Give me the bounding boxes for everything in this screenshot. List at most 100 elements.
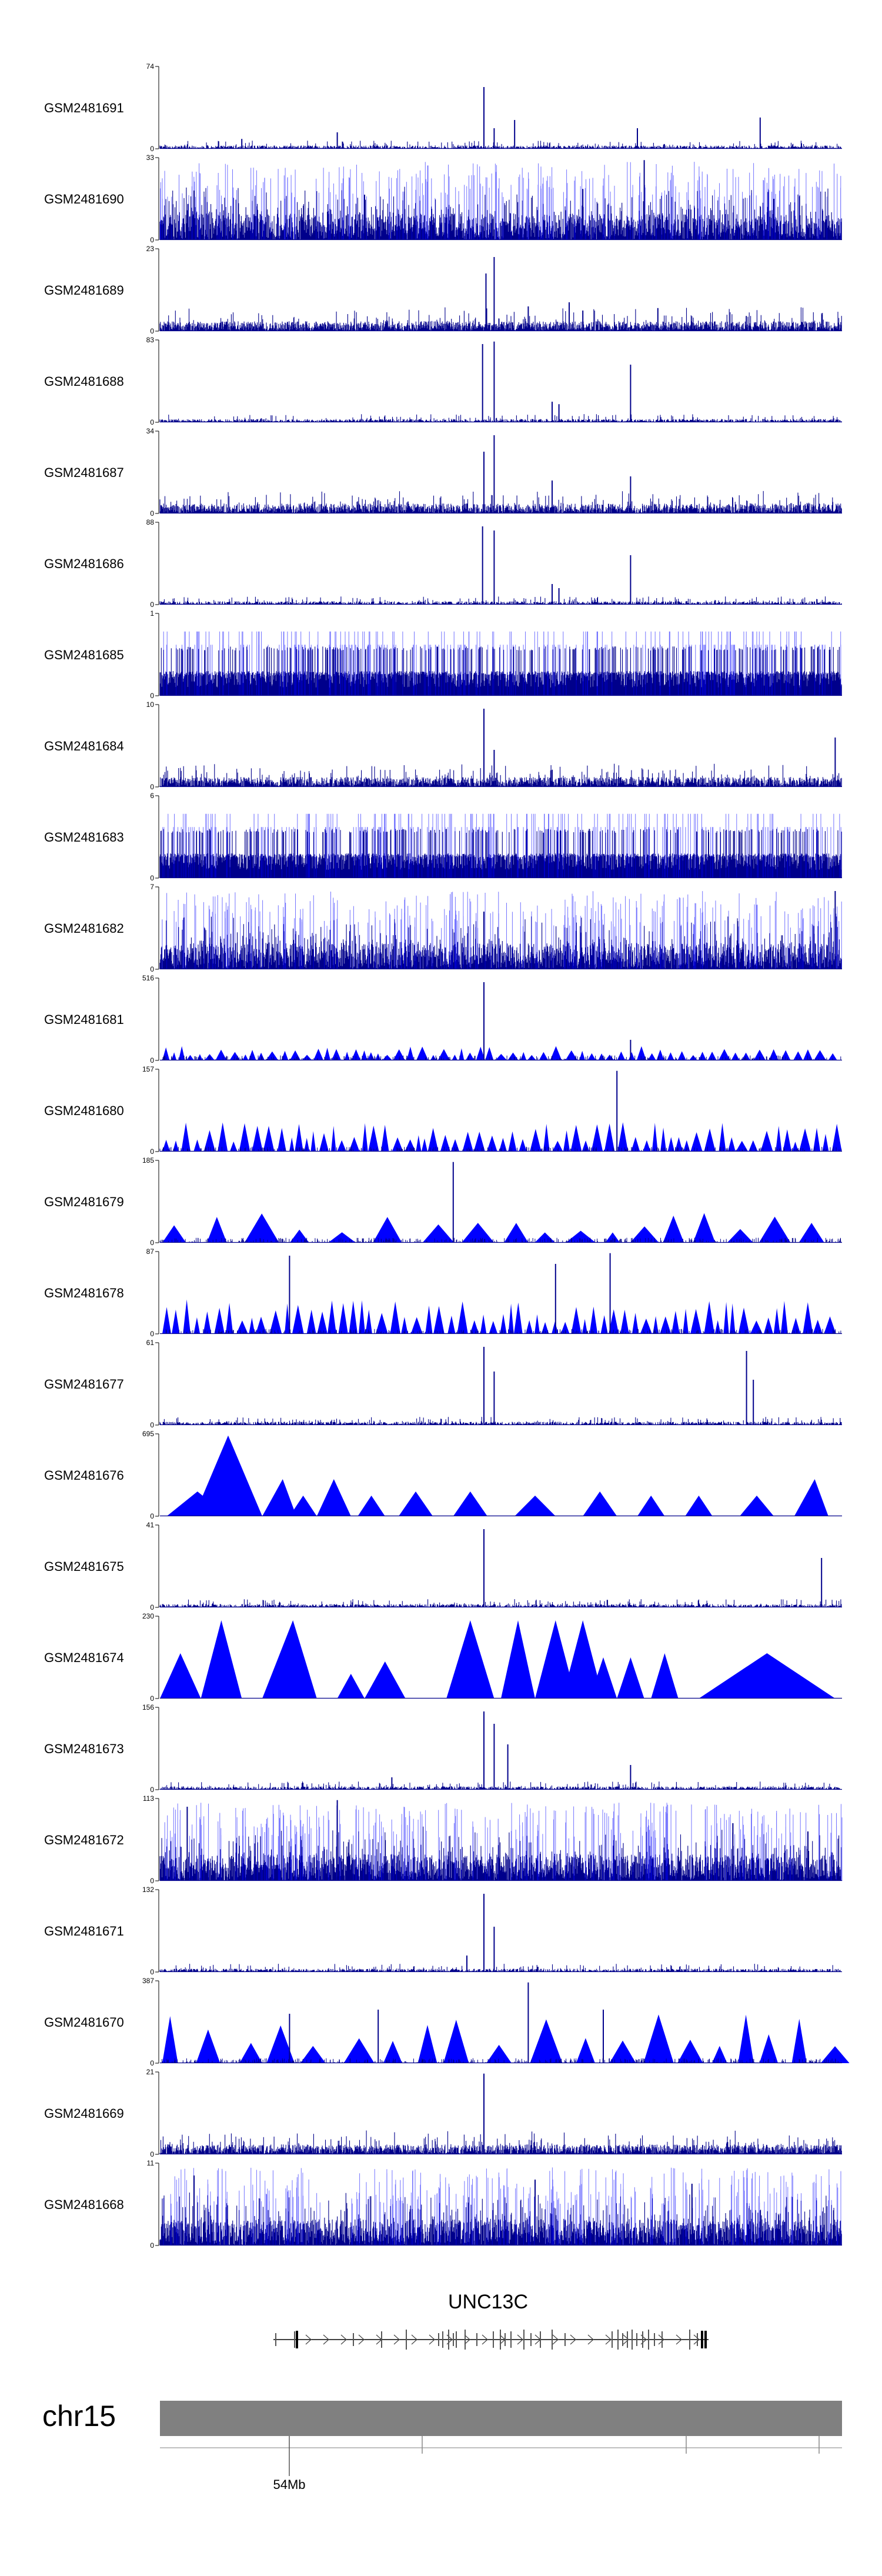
gene-exon — [294, 2331, 295, 2348]
track-GSM2481672: GSM2481672 113 0 — [44, 1794, 843, 1885]
track-GSM2481675: GSM2481675 41 0 — [44, 1521, 842, 1611]
coverage-signal — [159, 1417, 842, 1425]
coverage-triangle — [699, 1653, 836, 1699]
strand-arrow — [517, 2334, 523, 2345]
strand-arrow — [482, 2334, 488, 2345]
coverage-spikes — [163, 631, 841, 696]
y-axis-max-label: 23 — [146, 245, 155, 253]
coverage-triangle — [501, 1620, 535, 1699]
y-axis-max-label: 156 — [142, 1703, 154, 1711]
strand-arrow — [340, 2334, 347, 2345]
track-GSM2481683: GSM2481683 6 0 — [44, 792, 842, 882]
gene-exon — [476, 2333, 477, 2346]
coverage-signal — [159, 414, 842, 422]
gene-exon — [642, 2331, 643, 2348]
strand-arrow — [429, 2334, 435, 2345]
coverage-signal — [159, 1964, 842, 1972]
gene-exon — [453, 2333, 454, 2346]
coverage-signal — [162, 1213, 824, 1243]
strand-arrow — [411, 2334, 417, 2345]
track-label: GSM2481676 — [44, 1468, 124, 1483]
strand-arrow — [658, 2334, 664, 2345]
y-axis-min-label: 0 — [150, 783, 154, 791]
track-label: GSM2481673 — [44, 1741, 124, 1756]
coverage-signal — [159, 490, 842, 513]
coverage-signal — [159, 596, 842, 605]
track-GSM2481685: GSM2481685 1 0 — [44, 609, 842, 700]
coverage-spikes — [162, 891, 842, 969]
y-axis-min-label: 0 — [150, 1147, 154, 1156]
y-axis-max-label: 132 — [142, 1886, 154, 1894]
coverage-triangle — [740, 1496, 774, 1516]
y-axis-max-label: 516 — [142, 974, 154, 982]
axis-tick-label: 54Mb — [273, 2477, 305, 2492]
gene-exon — [632, 2330, 633, 2350]
y-axis-max-label: 230 — [142, 1612, 154, 1620]
track-label: GSM2481684 — [44, 739, 124, 753]
track-GSM2481682: GSM2481682 7 0 — [44, 883, 842, 973]
track-GSM2481691: GSM2481691 74 0 — [44, 62, 842, 153]
track-GSM2481670: GSM2481670 387 0 — [44, 1977, 850, 2067]
y-axis-min-label: 0 — [150, 965, 154, 973]
coverage-spikes — [164, 1803, 843, 1881]
y-axis-max-label: 7 — [150, 883, 154, 891]
y-axis-min-label: 0 — [150, 600, 154, 609]
gene-exon — [406, 2330, 407, 2350]
gene-exon — [523, 2330, 524, 2350]
gene-label: UNC13C — [448, 2291, 528, 2313]
y-axis-max-label: 87 — [146, 1247, 155, 1256]
track-label: GSM2481681 — [44, 1012, 124, 1027]
gene-exon — [381, 2331, 382, 2348]
y-axis-min-label: 0 — [150, 1877, 154, 1885]
track-label: GSM2481687 — [44, 465, 124, 480]
track-label: GSM2481678 — [44, 1286, 124, 1300]
strand-arrow — [305, 2334, 312, 2345]
track-GSM2481676: GSM2481676 695 0 — [44, 1430, 842, 1520]
gene-structure — [273, 2330, 709, 2350]
track-label: GSM2481674 — [44, 1650, 124, 1665]
coverage-triangle — [358, 1496, 385, 1516]
coverage-triangle — [562, 1620, 603, 1699]
y-axis-min-label: 0 — [150, 2241, 154, 2250]
track-GSM2481679: GSM2481679 185 0 — [44, 1156, 842, 1247]
track-GSM2481677: GSM2481677 61 0 — [44, 1339, 842, 1429]
gene-exon — [510, 2331, 512, 2348]
y-axis-max-label: 1 — [150, 609, 154, 618]
y-axis-min-label: 0 — [150, 874, 154, 882]
coverage-triangle — [262, 1479, 296, 1516]
coverage-tracks: GSM2481691740GSM2481690330GSM2481689230G… — [44, 62, 850, 2250]
coverage-signal — [162, 1122, 842, 1152]
y-axis-max-label: 157 — [142, 1065, 154, 1073]
strand-arrow — [464, 2334, 470, 2345]
coverage-triangle — [617, 1657, 644, 1699]
coverage-spikes — [163, 2167, 841, 2245]
gene-exon — [689, 2330, 690, 2350]
y-axis-max-label: 695 — [142, 1430, 154, 1438]
track-label: GSM2481683 — [44, 830, 124, 845]
track-GSM2481673: GSM2481673 156 0 — [44, 1703, 842, 1794]
coverage-signal — [159, 829, 842, 878]
strand-arrow — [393, 2334, 400, 2345]
gene-exon — [617, 2330, 619, 2350]
track-GSM2481680: GSM2481680 157 0 — [44, 1065, 842, 1156]
y-axis-max-label: 6 — [150, 792, 154, 800]
strand-arrow — [552, 2334, 559, 2345]
gene-exon — [465, 2330, 466, 2350]
track-label: GSM2481669 — [44, 2106, 124, 2121]
coverage-triangle — [194, 1435, 262, 1516]
y-axis-min-label: 0 — [150, 1330, 154, 1338]
track-GSM2481681: GSM2481681 516 0 — [44, 974, 842, 1065]
gene-exon — [622, 2333, 623, 2346]
track-label: GSM2481680 — [44, 1103, 124, 1118]
track-GSM2481678: GSM2481678 87 0 — [44, 1247, 842, 1338]
genome-axis: 54Mb — [160, 2436, 842, 2492]
track-label: GSM2481686 — [44, 556, 124, 571]
track-GSM2481669: GSM2481669 21 0 — [44, 2068, 842, 2158]
coverage-triangle — [535, 1620, 576, 1699]
y-axis-max-label: 74 — [146, 62, 155, 71]
track-label: GSM2481685 — [44, 648, 124, 662]
chromosome-label: chr15 — [42, 2400, 116, 2432]
track-label: GSM2481689 — [44, 283, 124, 298]
track-label: GSM2481688 — [44, 374, 124, 389]
